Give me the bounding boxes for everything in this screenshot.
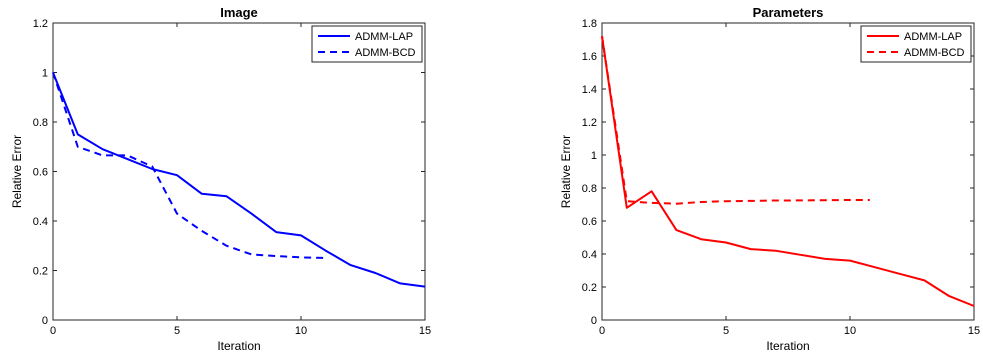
y-tick-label: 1.8 [582,18,597,30]
x-tick-label: 5 [174,325,180,337]
chart-title: Parameters [753,5,824,20]
chart-title: Image [220,5,258,20]
y-tick-label: 0.4 [33,216,48,228]
x-tick-label: 10 [295,325,307,337]
y-tick-label: 0 [591,315,597,327]
y-axis-label: Relative Error [559,135,573,208]
chart-2: 0 5 10 15 0 0.2 0.4 0.6 0.8 1 1.2 1.4 1.6 1.8 Paramete… [559,5,980,353]
x-tick-label: 0 [599,325,605,337]
y-tick-label: 0.2 [33,266,48,278]
plot-area-frame [52,22,426,321]
y-tick-label: 1.2 [33,18,48,30]
y-tick-label: 0.4 [582,249,597,261]
series-line-admm-bcd [601,36,870,205]
legend-label: ADMM-LAP [904,31,962,43]
legend-label: ADMM-LAP [355,31,413,43]
y-tick-label: 1 [42,68,48,80]
x-tick-label: 15 [968,325,980,337]
x-tick-label: 5 [723,325,729,337]
series-line-admm-lap [52,72,426,288]
y-tick-label: 1.2 [582,117,597,129]
y-tick-label: 0.6 [582,216,597,228]
x-tick-label: 0 [50,325,56,337]
series-line-admm-bcd [52,72,326,259]
legend-label: ADMM-BCD [904,47,965,59]
y-tick-label: 0.6 [33,167,48,179]
y-tick-label: 0.8 [33,117,48,129]
x-tick-label: 15 [419,325,431,337]
legend: ADMM-LAP ADMM-BCD [860,25,972,63]
x-axis-label: Iteration [217,339,260,353]
y-tick-label: 0.2 [582,282,597,294]
chart-1: 0 5 10 15 0 0.2 0.4 0.6 0.8 1 1.2 Image Iteration Rel… [10,5,431,353]
y-tick-label: 0 [42,315,48,327]
y-axis-label: Relative Error [10,135,24,208]
y-tick-label: 1.6 [582,51,597,63]
y-tick-label: 1.4 [582,84,597,96]
legend: ADMM-LAP ADMM-BCD [311,25,423,63]
legend-box [860,25,972,63]
plot-area-frame [601,22,975,321]
series-line-admm-lap [601,36,975,307]
y-tick-label: 1 [591,150,597,162]
y-tick-label: 0.8 [582,183,597,195]
legend-box [311,25,423,63]
x-tick-label: 10 [844,325,856,337]
legend-label: ADMM-BCD [355,47,416,59]
x-axis-label: Iteration [766,339,809,353]
